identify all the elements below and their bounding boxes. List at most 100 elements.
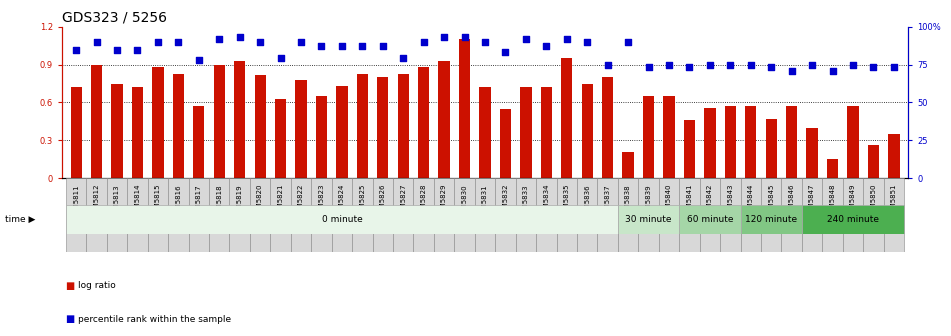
Point xyxy=(335,43,350,48)
Text: 120 minute: 120 minute xyxy=(746,215,797,224)
Text: GSM5824: GSM5824 xyxy=(339,184,345,217)
Bar xyxy=(398,74,409,178)
Text: GSM5817: GSM5817 xyxy=(196,184,202,218)
Point xyxy=(538,43,553,48)
Point xyxy=(579,39,594,45)
Point xyxy=(865,65,881,70)
Text: ■: ■ xyxy=(65,281,74,291)
Point xyxy=(600,62,615,68)
Bar xyxy=(479,87,491,178)
Point xyxy=(784,68,799,74)
Bar xyxy=(234,61,245,178)
Bar xyxy=(700,178,720,252)
Bar xyxy=(806,128,818,178)
Text: GSM5848: GSM5848 xyxy=(829,184,836,217)
Text: GSM5827: GSM5827 xyxy=(400,184,406,217)
Bar xyxy=(782,178,802,252)
Bar xyxy=(766,119,777,178)
Point xyxy=(620,39,635,45)
Text: GSM5819: GSM5819 xyxy=(237,184,243,218)
Bar xyxy=(638,178,659,252)
Point xyxy=(886,65,902,70)
Bar xyxy=(316,96,327,178)
Point xyxy=(723,62,738,68)
Bar xyxy=(111,84,123,178)
Text: GSM5850: GSM5850 xyxy=(870,184,877,217)
Point xyxy=(396,56,411,61)
Text: GSM5844: GSM5844 xyxy=(747,184,754,217)
Bar xyxy=(786,106,797,178)
Bar xyxy=(577,178,597,252)
Text: GSM5841: GSM5841 xyxy=(687,184,692,217)
Point xyxy=(805,62,820,68)
Bar xyxy=(761,178,782,252)
Point xyxy=(212,37,227,42)
Text: GSM5842: GSM5842 xyxy=(707,184,713,217)
Text: GSM5835: GSM5835 xyxy=(564,184,570,217)
Text: 30 minute: 30 minute xyxy=(626,215,671,224)
Text: GSM5837: GSM5837 xyxy=(605,184,611,218)
Point xyxy=(294,39,309,45)
Point xyxy=(89,39,105,45)
Point xyxy=(559,37,574,42)
Point xyxy=(682,65,697,70)
Point xyxy=(68,47,84,52)
Point xyxy=(417,39,432,45)
Point xyxy=(743,62,758,68)
Bar xyxy=(475,178,495,252)
Bar xyxy=(847,106,859,178)
Bar xyxy=(296,80,306,178)
Bar xyxy=(883,178,904,252)
Text: GSM5829: GSM5829 xyxy=(441,184,447,217)
Text: ■: ■ xyxy=(65,314,74,324)
Point xyxy=(457,34,473,40)
Bar xyxy=(725,106,736,178)
Point xyxy=(109,47,125,52)
Text: GSM5840: GSM5840 xyxy=(666,184,672,217)
Point xyxy=(355,43,370,48)
Text: GSM5813: GSM5813 xyxy=(114,184,120,218)
Text: GSM5831: GSM5831 xyxy=(482,184,488,218)
Text: 0 minute: 0 minute xyxy=(321,215,362,224)
Bar xyxy=(802,205,904,234)
Text: GSM5846: GSM5846 xyxy=(788,184,795,217)
Text: GSM5830: GSM5830 xyxy=(461,184,468,218)
Text: GSM5811: GSM5811 xyxy=(73,184,79,218)
Point xyxy=(845,62,861,68)
Text: GSM5822: GSM5822 xyxy=(298,184,304,217)
Text: GSM5832: GSM5832 xyxy=(502,184,509,217)
Point xyxy=(253,39,268,45)
Bar xyxy=(255,75,265,178)
Text: GSM5814: GSM5814 xyxy=(134,184,141,217)
Bar xyxy=(500,109,511,178)
Bar xyxy=(87,178,107,252)
Text: GSM5839: GSM5839 xyxy=(646,184,651,218)
Bar xyxy=(597,178,618,252)
Text: percentile rank within the sample: percentile rank within the sample xyxy=(78,315,231,324)
Bar xyxy=(214,65,224,178)
Bar xyxy=(802,178,823,252)
Bar xyxy=(746,106,756,178)
Text: GSM5825: GSM5825 xyxy=(359,184,365,217)
Text: GSM5816: GSM5816 xyxy=(175,184,182,218)
Text: GSM5838: GSM5838 xyxy=(625,184,631,218)
Bar xyxy=(418,67,429,178)
Text: GSM5843: GSM5843 xyxy=(728,184,733,217)
Bar xyxy=(541,87,552,178)
Bar xyxy=(152,67,164,178)
Point xyxy=(150,39,165,45)
Point xyxy=(661,62,676,68)
Bar xyxy=(66,178,87,252)
Text: GDS323 / 5256: GDS323 / 5256 xyxy=(62,10,166,24)
Bar xyxy=(741,178,761,252)
Point xyxy=(764,65,779,70)
Bar xyxy=(679,205,741,234)
Bar xyxy=(91,65,102,178)
Bar xyxy=(311,178,332,252)
Bar xyxy=(643,96,654,178)
Bar xyxy=(459,40,470,178)
Bar xyxy=(275,99,286,178)
Text: GSM5828: GSM5828 xyxy=(420,184,427,217)
Bar xyxy=(270,178,291,252)
Bar xyxy=(455,178,475,252)
